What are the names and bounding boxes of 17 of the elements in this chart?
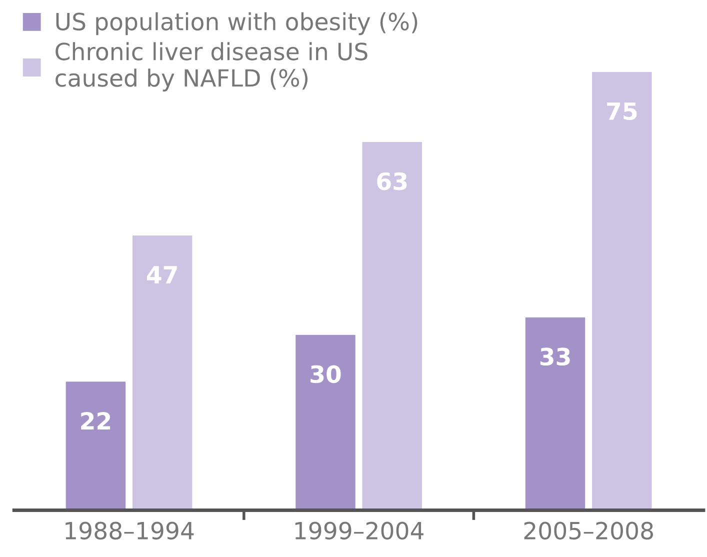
x-tick-label: 1999–2004: [295, 522, 424, 540]
bar: [132, 236, 192, 510]
data-label: 30: [310, 365, 341, 384]
legend-label: US population with obesity (%): [56, 12, 418, 36]
x-tick-label: 2005–2008: [524, 522, 653, 540]
x-tick-label: 1988–1994: [66, 522, 194, 540]
bar: [525, 317, 586, 510]
bar: [592, 72, 652, 510]
data-label: 33: [540, 348, 570, 366]
data-label: 75: [607, 102, 637, 120]
data-label: 22: [81, 412, 110, 430]
bar: [296, 334, 356, 510]
bar: [362, 142, 422, 510]
data-label: 63: [377, 172, 407, 190]
data-label: 47: [146, 266, 177, 284]
legend-label: Chronic liver disease in US caused by NAFLD (%): [56, 42, 368, 92]
bar: [66, 382, 126, 510]
